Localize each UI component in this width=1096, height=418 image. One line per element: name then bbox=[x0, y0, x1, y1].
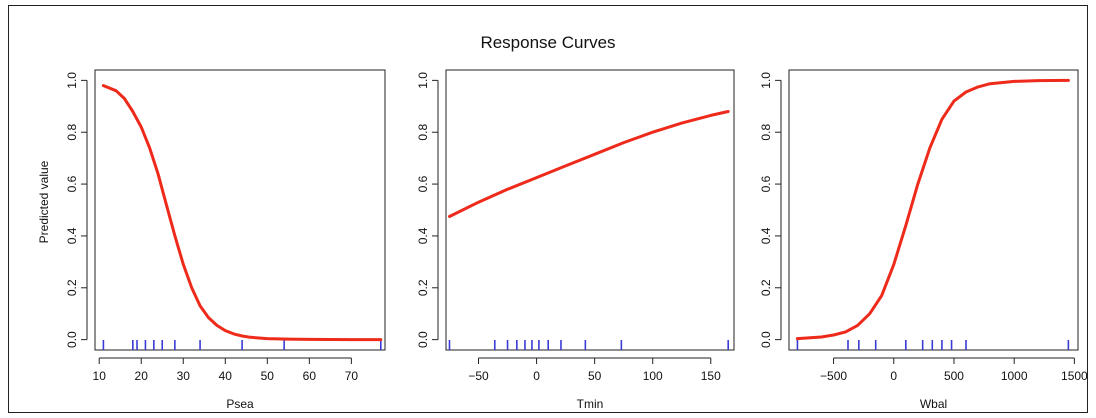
psea-x-tick-label: 30 bbox=[177, 369, 191, 383]
wbal-x-tick-label: 0 bbox=[890, 369, 897, 383]
chart-title: Response Curves bbox=[480, 33, 615, 52]
wbal-y-tick-label: 0.8 bbox=[759, 124, 773, 141]
wbal-y-tick-label: 0.2 bbox=[759, 279, 773, 296]
wbal-y-tick-label: 0.0 bbox=[759, 331, 773, 348]
y-axis-label: Predicted value bbox=[37, 160, 51, 243]
tmin-y-tick-label: 1.0 bbox=[416, 72, 430, 89]
panel-wbal: −500 0 500 1000 1500 0.0 0.2 0.4 0.6 0.8 1.0 Wbal bbox=[759, 69, 1088, 411]
psea-x-tick-label: 20 bbox=[135, 369, 149, 383]
psea-response-line bbox=[101, 84, 383, 342]
wbal-x-tick-label: −500 bbox=[820, 369, 847, 383]
wbal-x-tick-label: 1000 bbox=[1001, 369, 1028, 383]
tmin-x-tick-label: 0 bbox=[533, 369, 540, 383]
tmin-y-tick-label: 0.4 bbox=[416, 227, 430, 244]
tmin-y-tick-label: 0.6 bbox=[416, 175, 430, 192]
tmin-x-axis-label: Tmin bbox=[577, 397, 604, 411]
wbal-x-tick-label: 500 bbox=[944, 369, 964, 383]
wbal-y-tick-label: 1.0 bbox=[759, 72, 773, 89]
psea-x-tick-label: 60 bbox=[303, 369, 317, 383]
psea-plot-box bbox=[94, 69, 386, 351]
tmin-x-tick-label: 50 bbox=[588, 369, 602, 383]
psea-x-tick-label: 50 bbox=[261, 369, 275, 383]
psea-y-tick-label: 0.0 bbox=[65, 331, 79, 348]
tmin-x-tick-label: 150 bbox=[701, 369, 721, 383]
tmin-y-tick-label: 0.0 bbox=[416, 331, 430, 348]
wbal-x-tick-label: 1500 bbox=[1061, 369, 1088, 383]
panel-psea: 10 20 30 40 50 60 70 0.0 0.2 0.4 0.6 0.8 1.0 Psea bbox=[65, 69, 386, 411]
tmin-x-tick-label: 100 bbox=[643, 369, 663, 383]
psea-y-tick-label: 1.0 bbox=[65, 72, 79, 89]
psea-y-tick-label: 0.2 bbox=[65, 279, 79, 296]
tmin-y-tick-label: 0.2 bbox=[416, 279, 430, 296]
wbal-y-tick-label: 0.4 bbox=[759, 227, 773, 244]
wbal-y-tick-label: 0.6 bbox=[759, 175, 773, 192]
wbal-x-axis-label: Wbal bbox=[920, 397, 947, 411]
tmin-y-tick-label: 0.8 bbox=[416, 124, 430, 141]
tmin-x-tick-label: −50 bbox=[468, 369, 489, 383]
psea-x-tick-label: 40 bbox=[219, 369, 233, 383]
tmin-response-line bbox=[448, 110, 730, 218]
tmin-plot-box bbox=[445, 69, 735, 351]
wbal-plot-box bbox=[788, 69, 1079, 351]
psea-x-tick-label: 10 bbox=[93, 369, 107, 383]
psea-y-tick-label: 0.4 bbox=[65, 227, 79, 244]
psea-x-tick-label: 70 bbox=[345, 369, 359, 383]
panel-tmin: −50 0 50 100 150 0.0 0.2 0.4 0.6 0.8 1.0 Tmin bbox=[416, 69, 735, 411]
psea-x-axis-label: Psea bbox=[226, 397, 254, 411]
psea-y-tick-label: 0.8 bbox=[65, 124, 79, 141]
psea-y-tick-label: 0.6 bbox=[65, 175, 79, 192]
wbal-response-line bbox=[795, 78, 1070, 341]
